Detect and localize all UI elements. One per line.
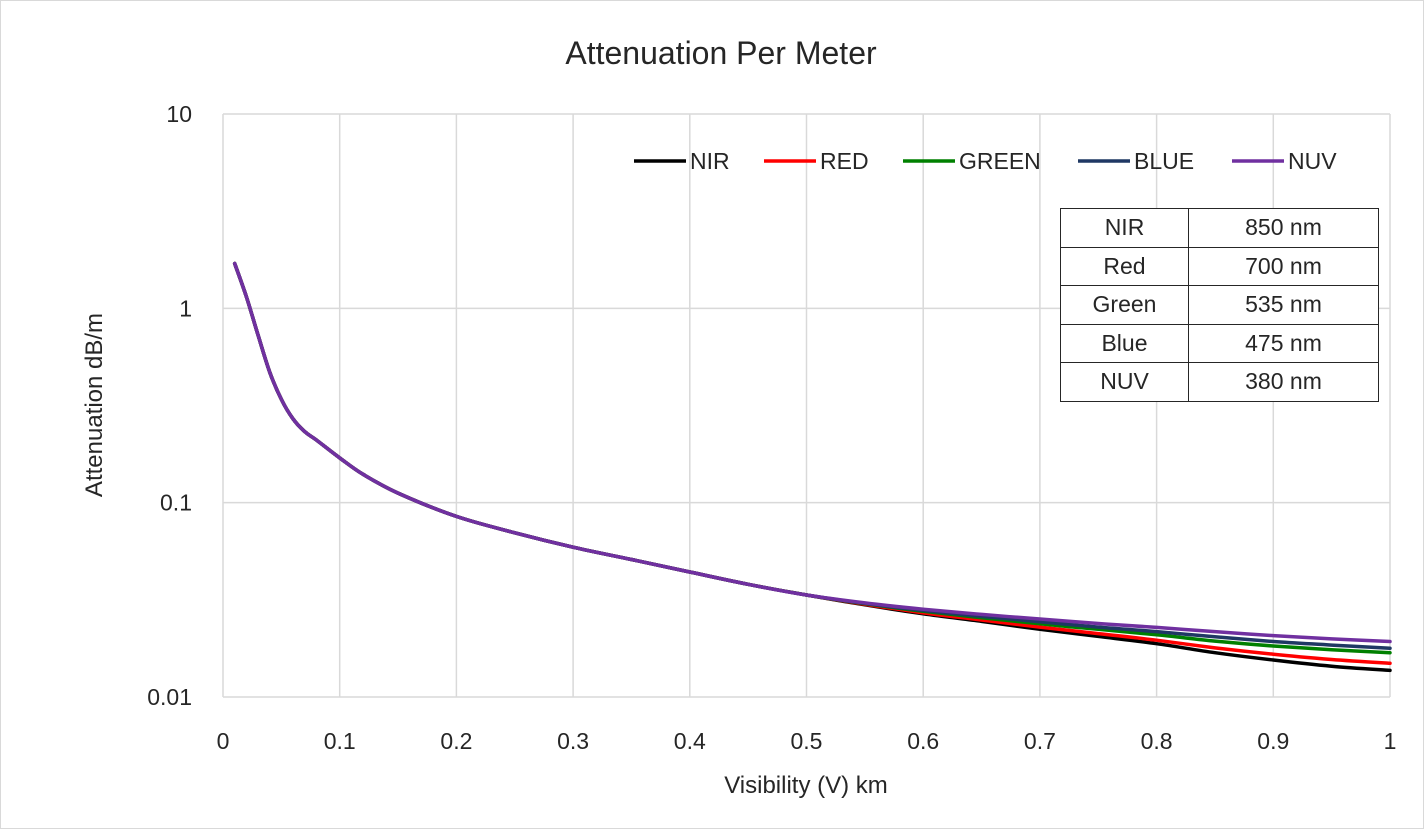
y-axis-label: Attenuation dB/m xyxy=(81,313,108,497)
wavelength-cell: 700 nm xyxy=(1188,246,1379,286)
legend: NIR RED GREEN BLUE NUV xyxy=(634,148,1337,174)
y-tick-label: 1 xyxy=(179,295,192,321)
y-axis-ticks: 0.01 0.1 1 10 xyxy=(147,101,192,710)
x-tick-label: 0.7 xyxy=(1024,728,1056,754)
legend-label-green: GREEN xyxy=(959,148,1041,174)
band-name-cell: NIR xyxy=(1060,208,1189,248)
x-tick-label: 0 xyxy=(217,728,230,754)
y-tick-label: 0.1 xyxy=(160,490,192,516)
x-tick-label: 0.4 xyxy=(674,728,706,754)
band-name-cell: Red xyxy=(1060,246,1189,286)
x-tick-label: 0.2 xyxy=(440,728,472,754)
wavelength-cell: 475 nm xyxy=(1188,323,1379,363)
legend-label-red: RED xyxy=(820,148,869,174)
band-name-cell: Blue xyxy=(1060,323,1189,363)
x-tick-label: 1 xyxy=(1384,728,1397,754)
x-axis-label: Visibility (V) km xyxy=(724,772,888,799)
wavelength-cell: 380 nm xyxy=(1188,362,1379,402)
x-tick-label: 0.3 xyxy=(557,728,589,754)
x-axis-ticks: 0 0.1 0.2 0.3 0.4 0.5 0.6 0.7 0.8 0.9 1 xyxy=(217,728,1397,754)
legend-label-nir: NIR xyxy=(690,148,730,174)
y-tick-label: 10 xyxy=(166,101,192,127)
x-tick-label: 0.9 xyxy=(1257,728,1289,754)
series-group xyxy=(232,261,1392,673)
series-line-nuv xyxy=(232,261,1392,644)
band-name-cell: Green xyxy=(1060,285,1189,325)
band-name-cell: NUV xyxy=(1060,362,1189,402)
table-row: Blue 475 nm xyxy=(1060,323,1379,363)
table-row: NUV 380 nm xyxy=(1060,362,1379,402)
x-tick-label: 0.5 xyxy=(791,728,823,754)
wavelength-cell: 850 nm xyxy=(1188,208,1379,248)
x-tick-label: 0.6 xyxy=(907,728,939,754)
table-row: NIR 850 nm xyxy=(1060,208,1379,248)
x-tick-label: 0.1 xyxy=(324,728,356,754)
y-tick-label: 0.01 xyxy=(147,684,192,710)
table-row: Red 700 nm xyxy=(1060,246,1379,286)
table-row: Green 535 nm xyxy=(1060,285,1379,325)
wavelength-cell: 535 nm xyxy=(1188,285,1379,325)
wavelength-table: NIR 850 nm Red 700 nm Green 535 nm Blue 475 nm N… xyxy=(1060,208,1379,402)
chart-title: Attenuation Per Meter xyxy=(565,35,877,71)
grid xyxy=(222,113,1391,698)
x-tick-label: 0.8 xyxy=(1141,728,1173,754)
legend-label-blue: BLUE xyxy=(1134,148,1194,174)
legend-label-nuv: NUV xyxy=(1288,148,1337,174)
